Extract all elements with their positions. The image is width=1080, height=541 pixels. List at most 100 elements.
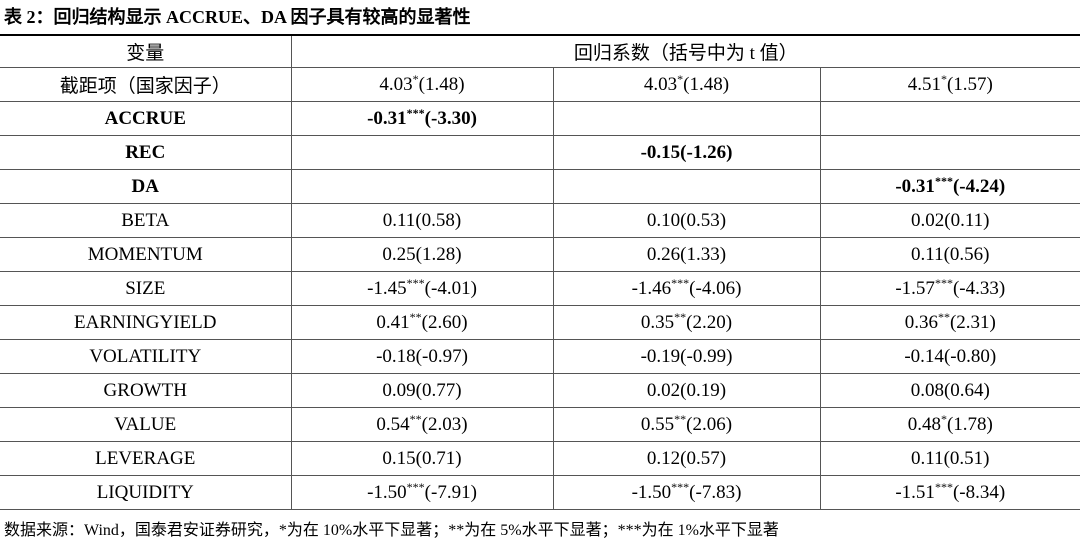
significance: *: [940, 71, 947, 86]
significance: ***: [406, 479, 425, 494]
t-value: (-7.83): [689, 481, 742, 503]
coefficient: -1.46: [631, 277, 672, 299]
significance: *: [940, 411, 947, 426]
footnote: 数据来源：Wind，国泰君安证券研究，*为在 10%水平下显著；**为在 5%水…: [4, 522, 779, 539]
significance: ***: [406, 105, 425, 120]
table-row: VOLATILITY -0.18(-0.97) -0.19(-0.99) -0.14(…: [0, 339, 1080, 374]
value-cell: 0.26(1.33): [552, 237, 821, 272]
value-cell: 4.03*(1.48): [290, 67, 554, 102]
table-row: LEVERAGE 0.15(0.71) 0.12(0.57) 0.11(0.51): [0, 441, 1080, 476]
coefficient: 0.54: [376, 413, 410, 435]
value-cell: 0.08(0.64): [819, 373, 1080, 408]
coefficient: 4.03: [643, 73, 678, 95]
header-row: 变量 回归系数（括号中为 t 值）: [0, 34, 1080, 68]
coefficient: 0.10: [646, 209, 681, 231]
t-value: (1.48): [683, 73, 730, 95]
t-value: (2.03): [421, 413, 468, 435]
value-cell: [819, 135, 1080, 170]
coefficient: 0.11: [382, 209, 416, 231]
value-cell: -0.15(-1.26): [552, 135, 821, 170]
coefficient: 4.03: [379, 73, 413, 95]
value-cell: -1.50***(-7.83): [552, 475, 821, 510]
header-cell: 变量: [0, 34, 292, 68]
t-value: (1.57): [946, 73, 993, 95]
coefficient: -0.18: [376, 345, 416, 367]
coefficient: 0.11: [911, 243, 944, 265]
significance: ***: [934, 173, 953, 188]
value-cell: -0.31***(-3.30): [290, 101, 554, 136]
coefficient: -1.45: [367, 277, 407, 299]
value-cell: [552, 101, 821, 136]
coefficient: 0.48: [907, 413, 941, 435]
row-label: VOLATILITY: [0, 339, 292, 374]
value-cell: 0.09(0.77): [290, 373, 554, 408]
value-cell: 0.12(0.57): [552, 441, 821, 476]
coefficient: -0.14: [904, 345, 944, 367]
t-value: (0.56): [943, 243, 990, 265]
value-cell: -0.14(-0.80): [819, 339, 1080, 374]
row-label: MOMENTUM: [0, 237, 292, 272]
value-cell: 0.41**(2.60): [290, 305, 554, 340]
t-value: (-0.99): [680, 345, 733, 367]
t-value: (0.71): [415, 447, 462, 469]
value-cell: -1.46***(-4.06): [552, 271, 821, 306]
row-label: LEVERAGE: [0, 441, 292, 476]
t-value: (-8.34): [952, 481, 1006, 503]
significance: ***: [671, 479, 690, 494]
value-cell: [290, 135, 554, 170]
t-value: (-4.24): [952, 175, 1006, 197]
significance: ***: [934, 275, 953, 290]
table: 变量 回归系数（括号中为 t 值） 截距项（国家因子） 4.03*(1.48) 4.03…: [0, 34, 1080, 510]
table-row: EARNINGYIELD 0.41**(2.60) 0.35**(2.20) 0.36…: [0, 305, 1080, 340]
table-row: REC -0.15(-1.26): [0, 135, 1080, 170]
significance: ***: [406, 275, 425, 290]
coefficient: -1.51: [895, 481, 935, 503]
t-value: (0.77): [415, 379, 462, 401]
significance: *: [412, 71, 419, 86]
t-value: (0.51): [943, 447, 990, 469]
table-row: DA -0.31***(-4.24): [0, 169, 1080, 204]
table-row: GROWTH 0.09(0.77) 0.02(0.19) 0.08(0.64): [0, 373, 1080, 408]
coefficient: 0.36: [904, 311, 938, 333]
value-cell: 0.02(0.19): [552, 373, 821, 408]
coefficient: 0.09: [382, 379, 416, 401]
value-cell: [552, 169, 821, 204]
row-label: BETA: [0, 203, 292, 238]
value-cell: 0.11(0.51): [819, 441, 1080, 476]
t-value: (1.28): [415, 243, 462, 265]
value-cell: -1.50***(-7.91): [290, 475, 554, 510]
value-cell: 4.51*(1.57): [819, 67, 1080, 102]
t-value: (1.48): [418, 73, 465, 95]
table-row: MOMENTUM 0.25(1.28) 0.26(1.33) 0.11(0.56): [0, 237, 1080, 272]
row-label: SIZE: [0, 271, 292, 306]
value-cell: 0.55**(2.06): [552, 407, 821, 442]
row-label: GROWTH: [0, 373, 292, 408]
coefficient: -0.15: [640, 141, 681, 163]
coefficient: 0.02: [646, 379, 681, 401]
value-cell: 0.10(0.53): [552, 203, 821, 238]
coefficient: 0.08: [910, 379, 944, 401]
coefficient: -0.31: [895, 175, 935, 197]
t-value: (-0.80): [943, 345, 997, 367]
coefficient: -0.19: [640, 345, 681, 367]
t-value: (0.58): [415, 209, 462, 231]
t-value: (-4.06): [689, 277, 742, 299]
row-label: DA: [0, 169, 292, 204]
t-value: (2.60): [421, 311, 468, 333]
value-cell: -1.57***(-4.33): [819, 271, 1080, 306]
value-cell: -0.18(-0.97): [290, 339, 554, 374]
coefficient: 0.26: [646, 243, 681, 265]
row-label: REC: [0, 135, 292, 170]
t-value: (0.19): [680, 379, 727, 401]
value-cell: 0.02(0.11): [819, 203, 1080, 238]
value-cell: 0.54**(2.03): [290, 407, 554, 442]
title: 表 2：回归结构显示 ACCRUE、DA 因子具有较高的显著性: [4, 7, 471, 27]
coefficient: 0.12: [646, 447, 681, 469]
t-value: (0.53): [680, 209, 727, 231]
table-row: ACCRUE -0.31***(-3.30): [0, 101, 1080, 136]
coefficient: 0.35: [640, 311, 675, 333]
value-cell: [819, 101, 1080, 136]
table-row: SIZE -1.45***(-4.01) -1.46***(-4.06) -1.57*…: [0, 271, 1080, 306]
header-cell: 回归系数（括号中为 t 值）: [290, 34, 1080, 68]
coefficient: 0.11: [911, 447, 944, 469]
